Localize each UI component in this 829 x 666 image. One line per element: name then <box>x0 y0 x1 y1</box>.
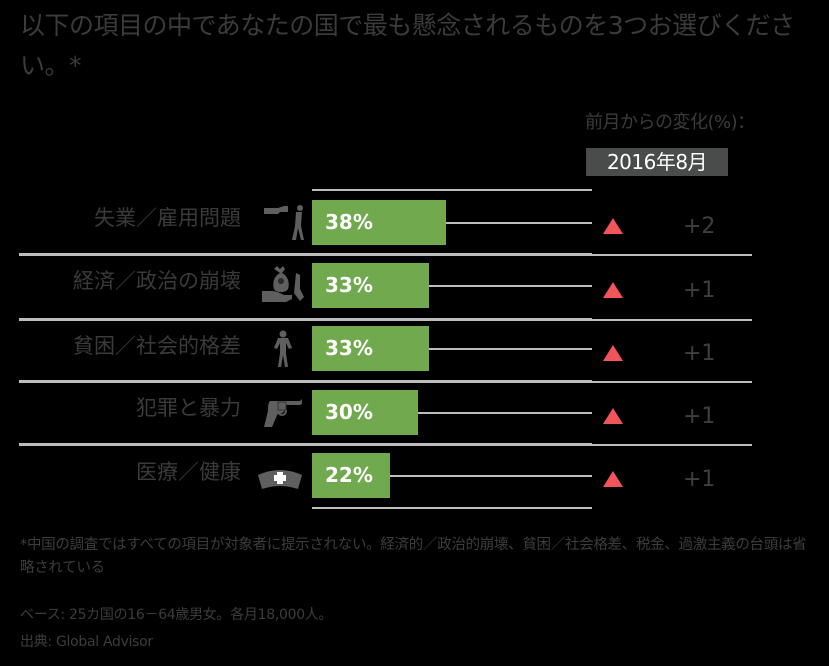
revolver-icon <box>264 399 302 427</box>
change-value: +1 <box>683 341 716 366</box>
row-separator-right <box>592 254 752 256</box>
bottom-gridline <box>312 507 592 509</box>
bar-track <box>312 412 592 414</box>
bar-value-label: 38% <box>325 210 373 234</box>
top-gridline <box>312 189 592 191</box>
bar: 38% <box>312 200 446 245</box>
row-separator <box>19 443 592 446</box>
up-arrow-icon <box>603 282 623 298</box>
category-label: 医療／健康 <box>136 460 241 484</box>
row-separator <box>19 253 592 256</box>
bar-track <box>312 285 592 287</box>
bar: 33% <box>312 263 429 308</box>
bar-track <box>312 475 592 477</box>
unemployed-person-icon <box>264 205 304 240</box>
source-note: 出典: Global Advisor <box>20 634 153 650</box>
bar-track <box>312 348 592 350</box>
bar: 30% <box>312 390 418 435</box>
period-badge: 2016年8月 <box>586 148 728 176</box>
footnote: *中国の調査ではすべての項目が対象者に提示されない。経済的／政治的崩壊、貧困／社… <box>20 537 807 576</box>
row-separator-right <box>592 319 752 321</box>
bar-track <box>312 222 592 224</box>
up-arrow-icon <box>603 218 623 234</box>
up-arrow-icon <box>603 408 623 424</box>
bar-value-label: 33% <box>325 273 373 297</box>
nurse-cap-icon <box>258 470 302 489</box>
bar-value-label: 30% <box>325 400 373 424</box>
poor-person-icon <box>274 330 292 367</box>
row-separator <box>19 380 592 383</box>
category-label: 犯罪と暴力 <box>136 396 241 420</box>
up-arrow-icon <box>603 471 623 487</box>
bar: 33% <box>312 326 429 371</box>
category-label: 経済／政治の崩壊 <box>73 269 241 293</box>
bar: 22% <box>312 453 390 498</box>
money-bag-hand-icon <box>262 266 304 302</box>
category-label: 失業／雇用問題 <box>94 206 241 230</box>
chart-title: 以下の項目の中であなたの国で最も懸念されるものを3つお選びください。* <box>20 11 795 80</box>
row-separator-right <box>592 381 752 383</box>
bar-value-label: 33% <box>325 336 373 360</box>
row-separator <box>19 318 592 321</box>
change-value: +1 <box>683 278 716 303</box>
change-value: +2 <box>683 214 716 239</box>
change-value: +1 <box>683 467 716 492</box>
category-label: 貧困／社会的格差 <box>73 334 241 358</box>
change-value: +1 <box>683 404 716 429</box>
change-header-label: 前月からの変化(%)： <box>585 112 755 133</box>
base-note: ベース: 25カ国の16－64歳男女。各月18,000人。 <box>20 607 333 623</box>
up-arrow-icon <box>603 345 623 361</box>
row-separator-right <box>592 444 752 446</box>
bar-value-label: 22% <box>325 463 373 487</box>
